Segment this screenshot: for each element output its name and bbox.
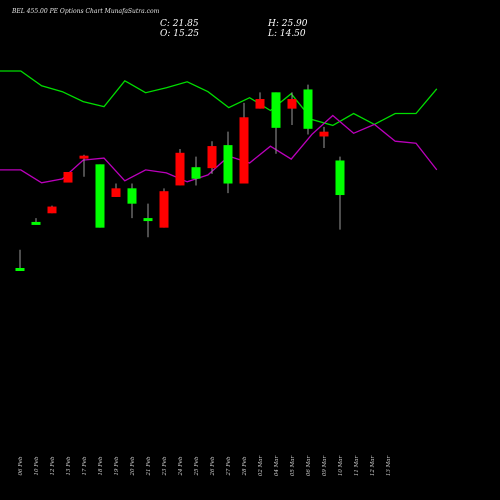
x-tick-label: 21 Feb [146, 456, 152, 477]
candle-28-feb [239, 102, 249, 184]
x-tick-label: 12 Feb [50, 456, 56, 476]
x-axis-labels: 06 Feb 10 Feb 12 Feb 13 Feb 17 Feb 18 Feb 19 F… [18, 455, 392, 476]
candle-17-feb [79, 154, 89, 177]
x-tick-label: 28 Feb [242, 456, 248, 477]
x-tick-label: 05 Mar [290, 455, 296, 476]
candle-10-mar [335, 156, 345, 230]
x-tick-label: 23 Feb [162, 456, 168, 477]
indicator-lines [0, 70, 438, 184]
x-tick-label: 27 Feb [226, 456, 232, 477]
x-tick-label: 02 Mar [258, 455, 264, 476]
x-tick-label: 17 Feb [82, 456, 88, 476]
candle-body [31, 221, 41, 225]
candle-body [127, 188, 137, 204]
candle-13-feb [63, 172, 73, 183]
x-tick-label: 25 Feb [194, 456, 200, 477]
candle-body [63, 172, 73, 183]
high-value: H: 25.90 [268, 19, 308, 29]
candlesticks [15, 84, 345, 271]
candle-10-feb [31, 218, 41, 225]
candle-body [15, 268, 25, 271]
x-tick-label: 19 Feb [114, 456, 120, 476]
x-tick-label: 11 Mar [354, 455, 360, 476]
candle-05-mar [287, 92, 297, 125]
candle-18-feb [95, 164, 105, 228]
x-tick-label: 18 Feb [98, 456, 104, 476]
close-value: C: 21.85 [160, 19, 199, 29]
candle-body [223, 145, 233, 184]
x-tick-label: 06 Feb [18, 456, 24, 476]
candle-23-feb [159, 188, 169, 228]
candle-12-feb [47, 205, 57, 214]
candle-body [303, 89, 313, 129]
candle-body [159, 191, 169, 228]
candle-06-mar [303, 84, 313, 135]
candle-body [191, 167, 201, 179]
candle-26-feb [207, 141, 217, 174]
candle-body [143, 218, 153, 222]
x-tick-label: 06 Mar [306, 455, 312, 476]
candle-body [255, 99, 265, 109]
candle-04-mar [271, 92, 281, 154]
candle-09-mar [319, 126, 329, 148]
candle-body [287, 99, 297, 109]
candle-25-feb [191, 156, 201, 186]
candle-body [79, 155, 89, 159]
candle-24-feb [175, 148, 185, 186]
candle-body [111, 188, 121, 197]
x-tick-label: 13 Mar [386, 455, 392, 476]
open-value: O: 15.25 [160, 29, 200, 39]
candle-body [207, 146, 217, 169]
x-tick-label: 10 Mar [338, 455, 344, 476]
x-tick-label: 24 Feb [178, 456, 184, 477]
x-tick-label: 09 Mar [322, 455, 328, 476]
x-tick-label: 20 Feb [130, 456, 136, 477]
candle-body [95, 164, 105, 228]
candle-body [319, 131, 329, 137]
x-tick-label: 04 Mar [274, 455, 280, 476]
candle-02-mar [255, 92, 265, 109]
chart-title: BEL 455.00 PE Options Chart MunafaSutra.… [12, 8, 160, 15]
candle-21-feb [143, 203, 153, 238]
candle-body [335, 160, 345, 196]
low-value: L: 14.50 [268, 29, 306, 39]
candle-27-feb [223, 131, 233, 194]
x-tick-label: 12 Mar [370, 455, 376, 476]
x-tick-label: 26 Feb [210, 456, 216, 477]
x-tick-label: 10 Feb [34, 456, 40, 476]
candle-body [175, 152, 185, 186]
candle-19-feb [111, 183, 121, 197]
candle-body [47, 206, 57, 214]
candle-body [271, 92, 281, 128]
green-indicator-line [0, 70, 438, 127]
magenta-indicator-line [0, 114, 438, 184]
candle-06-feb [15, 249, 25, 271]
x-tick-label: 13 Feb [66, 456, 72, 476]
candle-20-feb [127, 183, 137, 219]
candle-body [239, 117, 249, 184]
